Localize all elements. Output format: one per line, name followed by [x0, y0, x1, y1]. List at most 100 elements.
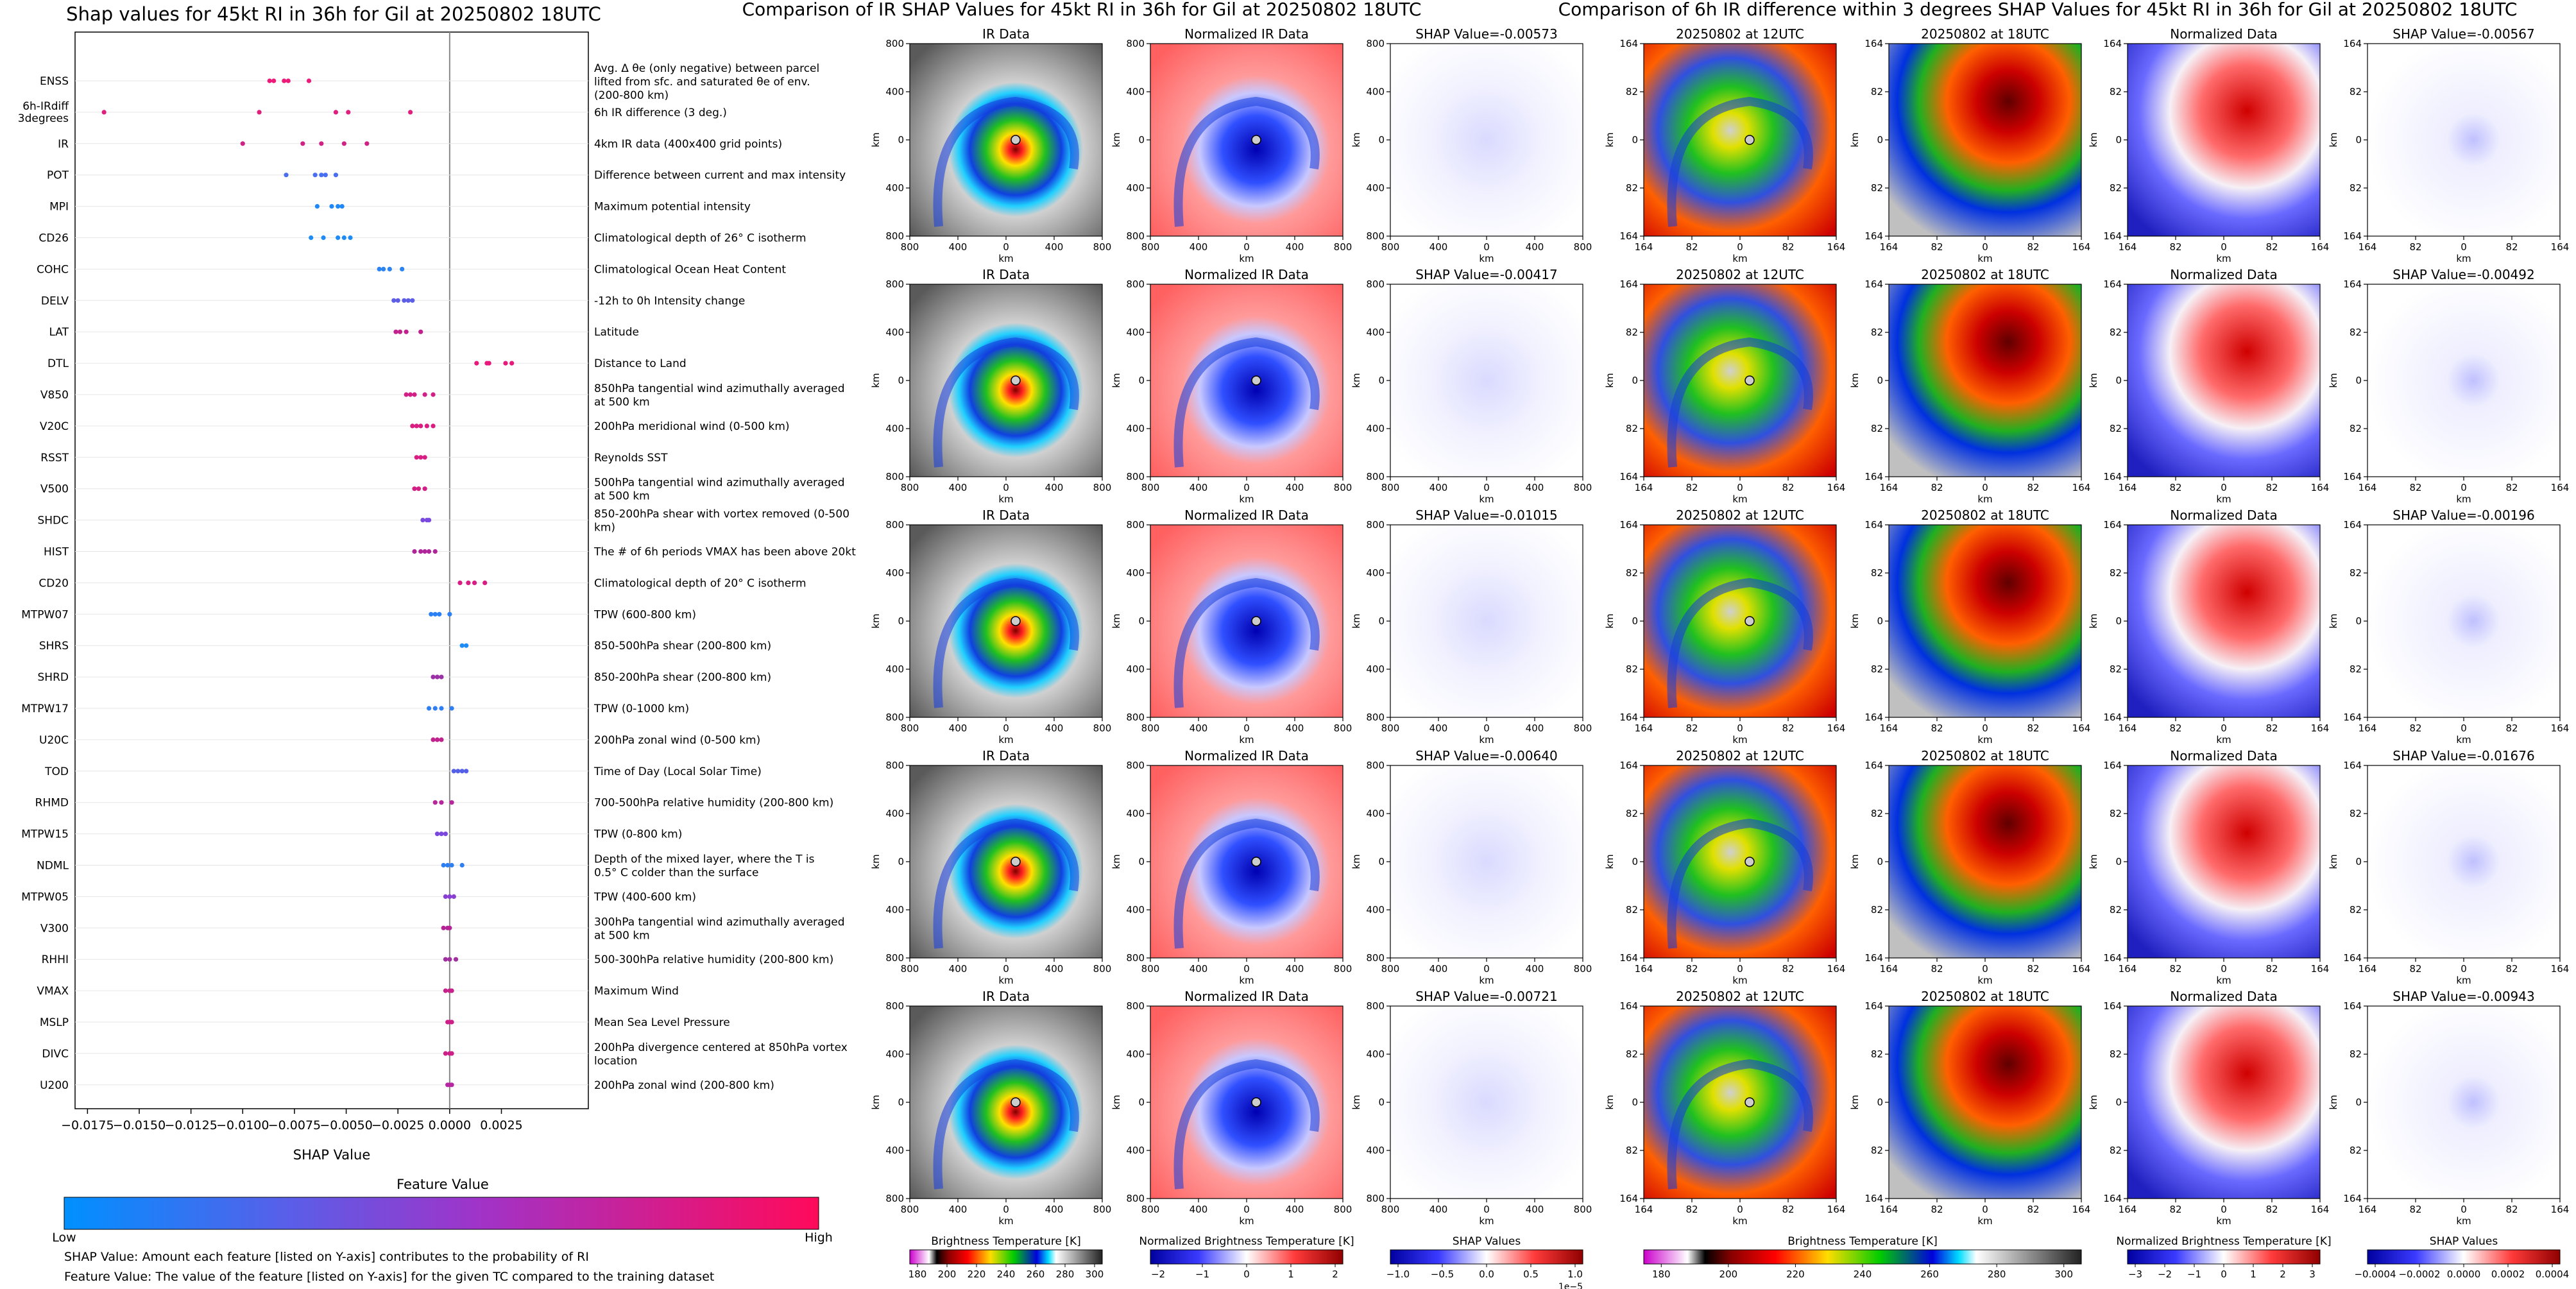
x-axis-label: km [1732, 493, 1747, 505]
y-tick-label: 0 [1877, 1097, 1883, 1108]
y-axis-label: km [1849, 613, 1861, 628]
y-axis-label: km [1849, 132, 1861, 147]
y-tick-label: 0 [898, 134, 904, 146]
x-tick-label: 800 [1334, 963, 1352, 975]
colorbar-tick-label: 3 [2309, 1268, 2316, 1280]
y-axis-label: km [870, 132, 882, 147]
x-tick-label: 82 [2505, 963, 2518, 975]
colorbar-tick-label: 0.0 [1479, 1268, 1494, 1280]
feature-label: CD20 [38, 577, 69, 590]
storm-eye [1011, 375, 1021, 386]
shap-point [449, 862, 454, 868]
shap-point [416, 486, 422, 491]
x-tick-label: 400 [1429, 482, 1448, 493]
irdiff-suptitle: Comparison of 6h IR difference within 3 … [1558, 0, 2518, 20]
y-tick-label: 400 [885, 327, 904, 338]
y-tick-label: 800 [885, 230, 904, 242]
y-tick-label: 400 [1126, 327, 1145, 338]
y-tick-label: 82 [2350, 423, 2362, 434]
x-tick-label: 400 [1190, 963, 1208, 975]
y-tick-label: 164 [1619, 278, 1638, 290]
y-tick-label: 164 [2343, 1000, 2362, 1012]
y-axis-label: km [1111, 132, 1122, 147]
diff-brightness-colorbar [1643, 1249, 2082, 1265]
shap-point [410, 423, 415, 429]
y-tick-label: 164 [2103, 1193, 2122, 1204]
y-tick-label: 82 [2110, 663, 2122, 675]
feature-label: ENSS [40, 75, 69, 88]
x-tick-label: 82 [2265, 482, 2278, 493]
spiral-band [933, 818, 1079, 949]
normalized-diff-image-title: Normalized Data [2170, 26, 2278, 42]
x-tick-label: 400 [1286, 482, 1304, 493]
y-tick-label: 82 [1626, 567, 1638, 579]
feature-label: SHDC [37, 515, 69, 527]
ir-shap-map [1390, 284, 1583, 477]
x-axis-label: km [1732, 734, 1747, 746]
shap-point [443, 832, 448, 837]
shap-point [459, 769, 465, 774]
x-axis-label: km [1479, 1215, 1494, 1227]
normalized-diff-image [2127, 1005, 2321, 1199]
y-axis-label: km [1351, 132, 1362, 147]
feature-description: 200hPa divergence centered at 850hPa vor… [594, 1041, 848, 1068]
shap-point [445, 862, 450, 868]
y-tick-label: 800 [1126, 38, 1145, 49]
normalized-ir-image-title: Normalized IR Data [1184, 748, 1309, 764]
x-tick-label: 400 [1190, 482, 1208, 493]
y-tick-label: 164 [2103, 712, 2122, 723]
storm-eye [1251, 1097, 1261, 1107]
ir-image-title: IR Data [982, 508, 1030, 523]
x-tick-label: 82 [2409, 722, 2421, 734]
y-tick-label: 800 [1126, 230, 1145, 242]
y-tick-label: 164 [1864, 230, 1883, 242]
shap-point [267, 78, 272, 83]
ir-image-title: IR Data [982, 267, 1030, 282]
feature-label: 6h-IRdiff 3degrees [18, 100, 70, 125]
y-tick-label: 82 [1871, 423, 1883, 434]
irdiff-shap-map-title: SHAP Value=-0.00196 [2393, 508, 2534, 523]
shap-point [286, 78, 291, 83]
x-axis-label: km [2216, 734, 2231, 746]
y-tick-label: 0 [1138, 856, 1145, 867]
x-axis-label: km [2216, 975, 2231, 986]
shap-point [397, 329, 403, 334]
irdiff-12utc-image-title: 20250802 at 12UTC [1676, 748, 1804, 764]
storm-eye [1251, 135, 1261, 145]
x-tick-label: 164 [1880, 482, 1898, 493]
shap-point [429, 611, 434, 617]
x-tick-label: 82 [2027, 722, 2039, 734]
brightness-colorbar-label: Brightness Temperature [K] [931, 1235, 1080, 1248]
x-tick-label: 164 [2311, 241, 2330, 253]
feature-description: Distance to Land [594, 357, 687, 370]
colorbar-tick-label: 2 [2280, 1268, 2286, 1280]
footnote-shap: SHAP Value: Amount each feature [listed … [64, 1250, 589, 1264]
y-tick-label: 164 [2343, 38, 2362, 49]
y-axis-label: km [2328, 373, 2339, 388]
shap-point [282, 78, 287, 83]
y-tick-label: 164 [2343, 952, 2362, 964]
colorbar-tick-label: 300 [1086, 1268, 1104, 1280]
x-tick-label: 800 [1093, 1204, 1112, 1215]
y-tick-label: 800 [1126, 712, 1145, 723]
shap-point [441, 862, 446, 868]
x-axis-label: km [1732, 1215, 1747, 1227]
ir-image-title: IR Data [982, 26, 1030, 42]
y-tick-label: 82 [2350, 663, 2362, 675]
shap-point [336, 235, 341, 241]
colorbar-tick-label: −0.5 [1431, 1268, 1454, 1280]
y-tick-label: 0 [1632, 134, 1638, 146]
storm-eye [1011, 857, 1021, 867]
x-axis-label: km [998, 493, 1013, 505]
irdiff-18utc-image [1888, 524, 2082, 718]
x-tick-label: 0 [1737, 722, 1743, 734]
ir-shap-map [1390, 1005, 1583, 1199]
x-tick-label: 82 [1685, 241, 1698, 253]
y-tick-label: 164 [2343, 230, 2362, 242]
feature-description: Maximum Wind [594, 985, 679, 998]
feature-value-colorbar [64, 1197, 819, 1230]
y-tick-label: 164 [2343, 278, 2362, 290]
x-tick-label: 0 [1243, 482, 1250, 493]
spiral-band [1173, 1059, 1320, 1190]
feature-description: Difference between current and max inten… [594, 169, 846, 182]
